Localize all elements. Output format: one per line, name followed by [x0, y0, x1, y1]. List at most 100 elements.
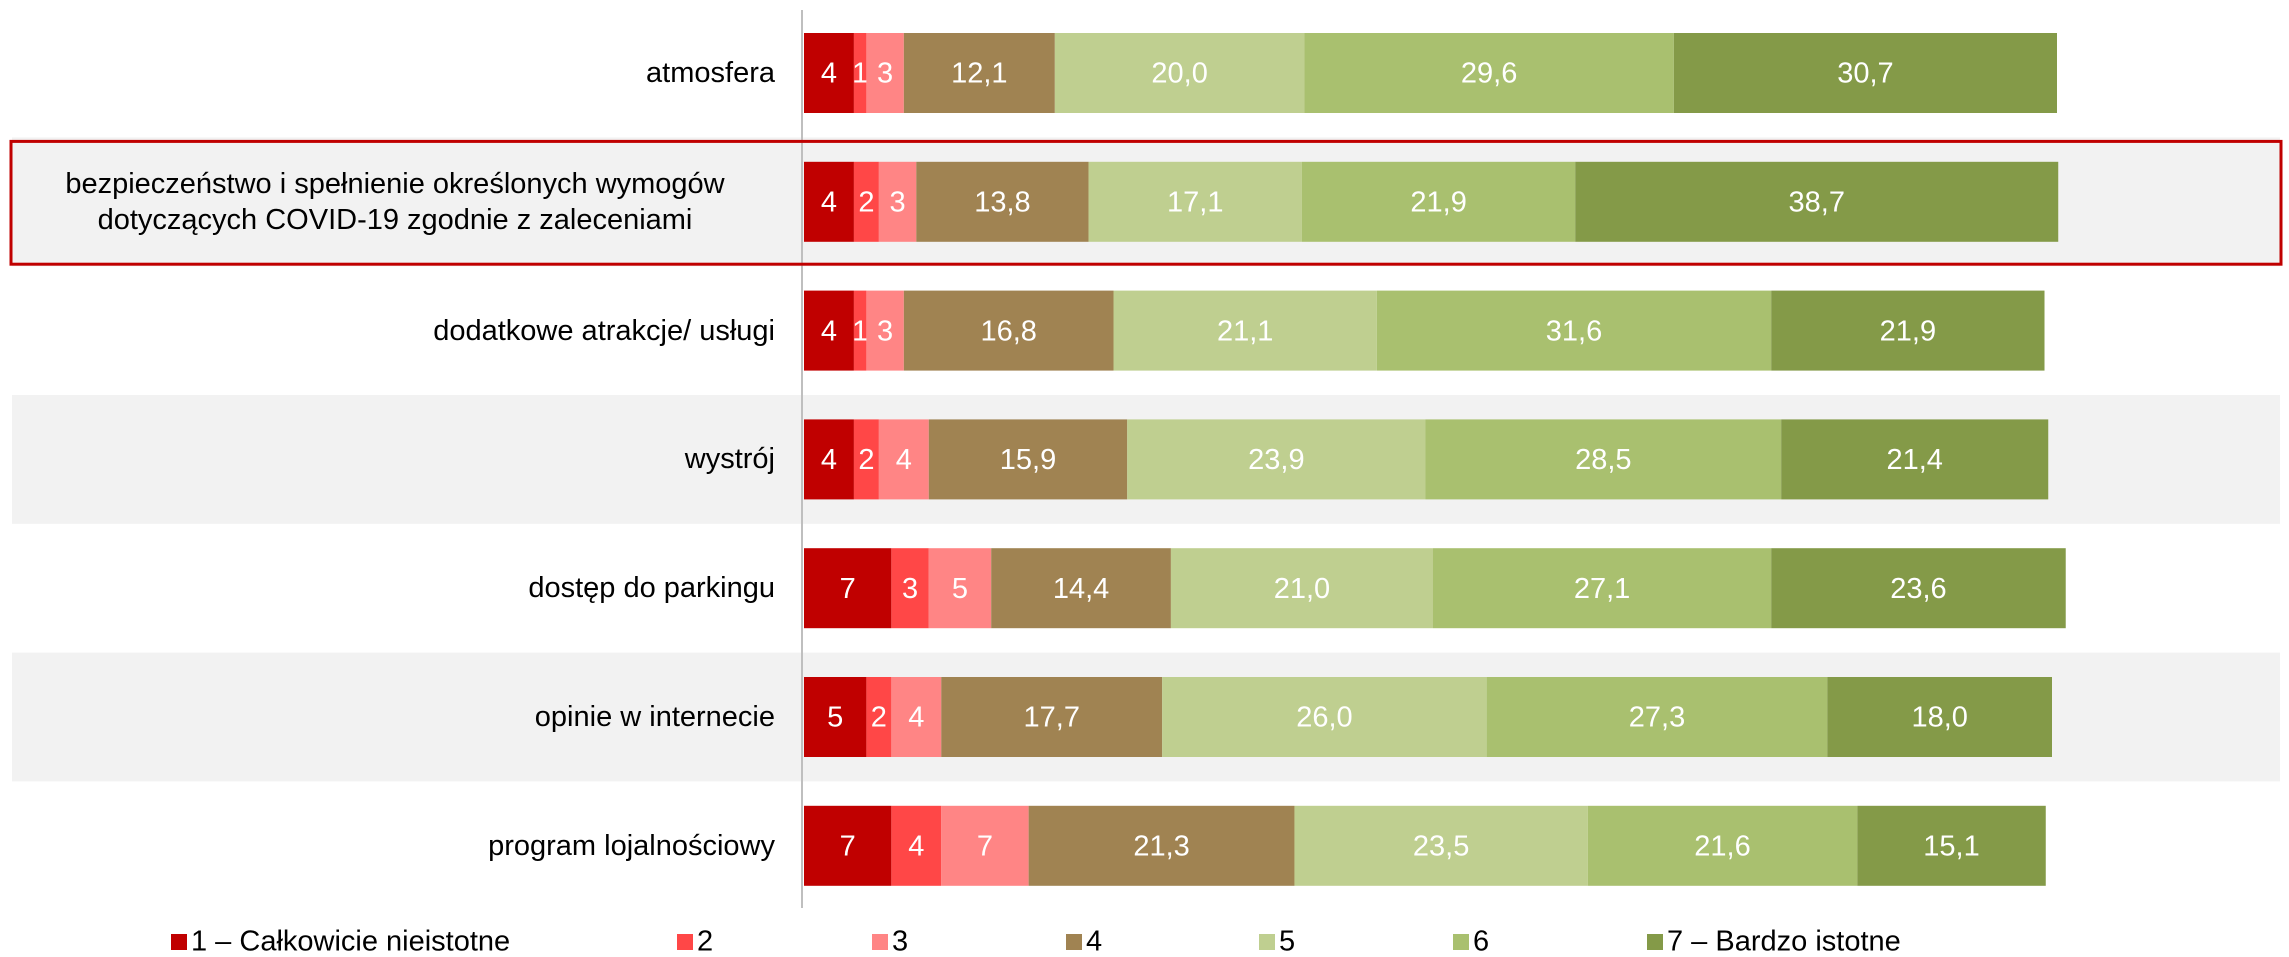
- data-label: 31,6: [1546, 315, 1602, 347]
- data-label: 38,7: [1789, 186, 1845, 218]
- category-label: program lojalnościowy: [488, 829, 775, 862]
- bar-segment: [891, 805, 942, 886]
- bar-segment: [878, 419, 929, 500]
- category-label: opinie w internecie: [534, 701, 775, 733]
- bar-segment: [1432, 548, 1772, 629]
- bar-segment: [1127, 419, 1426, 500]
- bar-segment: [1781, 419, 2049, 500]
- data-label: 27,3: [1629, 702, 1685, 734]
- bar-segment: [1827, 677, 2052, 757]
- bar-segment: [1162, 677, 1487, 757]
- legend-swatch: [171, 934, 187, 950]
- data-label: 4: [908, 702, 924, 734]
- legend-label: 7 – Bardzo istotne: [1667, 926, 1901, 957]
- bar-segment: [878, 161, 917, 242]
- bar-segment: [1425, 419, 1782, 500]
- data-label: 15,1: [1923, 830, 1979, 862]
- data-label: 7: [840, 830, 856, 862]
- legend-swatch: [677, 934, 693, 950]
- bar-segment: [853, 419, 879, 500]
- data-label: 26,0: [1296, 702, 1352, 734]
- data-label: 21,9: [1880, 315, 1936, 347]
- data-label: 2: [858, 444, 874, 476]
- data-label: 3: [877, 58, 893, 90]
- bar-segment: [928, 548, 992, 629]
- data-label: 21,1: [1217, 315, 1273, 347]
- bar-segment: [853, 290, 867, 371]
- bar-segment: [804, 419, 854, 500]
- data-label: 30,7: [1837, 58, 1893, 90]
- bar-segment: [1771, 548, 2066, 629]
- bar-segment: [804, 290, 854, 371]
- data-label: 21,4: [1886, 444, 1942, 476]
- legend-swatch: [1647, 934, 1663, 950]
- data-label: 7: [977, 830, 993, 862]
- legend-label: 3: [892, 926, 908, 957]
- data-label: 20,0: [1151, 58, 1207, 90]
- data-label: 4: [821, 186, 837, 218]
- bar-segment: [1376, 290, 1772, 371]
- category-label: dostęp do parkingu: [528, 572, 775, 605]
- data-label: 13,8: [974, 186, 1030, 218]
- data-label: 16,8: [980, 315, 1036, 347]
- category-label: atmosfera: [646, 57, 775, 89]
- data-label: 14,4: [1053, 573, 1109, 605]
- bar-segment: [1857, 805, 2046, 886]
- data-label: 21,6: [1694, 830, 1750, 862]
- bar-segment: [1294, 805, 1588, 886]
- legend-label: 4: [1086, 926, 1102, 957]
- bar-segment: [1301, 161, 1576, 242]
- data-label: 2: [871, 702, 887, 734]
- bar-segment: [1170, 548, 1433, 629]
- data-label: 5: [827, 702, 843, 734]
- legend-label: 6: [1473, 926, 1489, 957]
- bar-segment: [866, 290, 904, 371]
- data-label: 17,7: [1024, 702, 1080, 734]
- bar-segment: [804, 161, 854, 242]
- bar-segment: [804, 805, 892, 886]
- legend-label: 5: [1279, 926, 1295, 957]
- bar-segment: [916, 161, 1089, 242]
- data-label: 27,1: [1574, 573, 1630, 605]
- bar-segment: [804, 677, 867, 757]
- category-label: bezpieczeństwo i spełnienie określonych …: [65, 167, 725, 236]
- bar-segment: [804, 548, 892, 629]
- bar-segment: [903, 33, 1055, 113]
- data-label: 28,5: [1575, 444, 1631, 476]
- bar-segment: [891, 548, 929, 629]
- bar-segment: [941, 677, 1163, 757]
- data-label: 4: [821, 58, 837, 90]
- data-label: 3: [890, 186, 906, 218]
- legend-label: 1 – Całkowicie nieistotne: [191, 926, 510, 957]
- bar-segment: [804, 33, 854, 113]
- bar-segment: [1113, 290, 1377, 371]
- bar-segment: [853, 33, 867, 113]
- category-label: wystrój: [684, 443, 775, 476]
- bar-segment: [1771, 290, 2045, 371]
- bar-segment: [891, 677, 942, 757]
- data-label: 23,6: [1890, 573, 1946, 605]
- data-label: 4: [896, 444, 912, 476]
- legend-swatch: [1453, 934, 1469, 950]
- bar-segment: [1088, 161, 1302, 242]
- highlight-box: [9, 139, 2283, 266]
- data-label: 4: [821, 444, 837, 476]
- data-label: 5: [952, 573, 968, 605]
- bar-segment: [1028, 805, 1295, 886]
- data-label: 17,1: [1167, 186, 1223, 218]
- data-label: 4: [821, 315, 837, 347]
- bar-segment: [1304, 33, 1674, 113]
- data-label: 29,6: [1461, 58, 1517, 90]
- data-label: 3: [877, 315, 893, 347]
- bar-segment: [1486, 677, 1828, 757]
- bar-segment: [928, 419, 1128, 500]
- category-label: dodatkowe atrakcje/ usługi: [433, 314, 775, 347]
- bar-segment: [1673, 33, 2057, 113]
- bar-segment: [1575, 161, 2059, 242]
- data-label: 15,9: [1000, 444, 1056, 476]
- bar-segment: [941, 805, 1029, 886]
- data-label: 2: [858, 186, 874, 218]
- legend-swatch: [1066, 934, 1082, 950]
